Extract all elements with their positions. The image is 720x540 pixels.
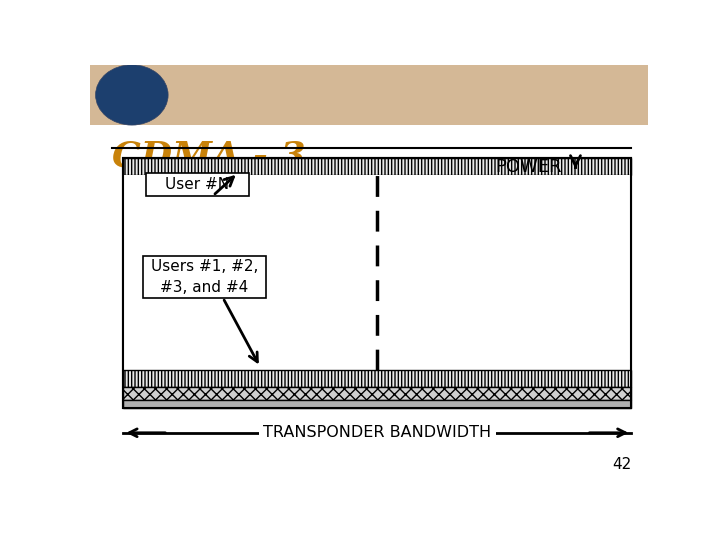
- Bar: [124, 370, 631, 387]
- Bar: [145, 173, 249, 196]
- Bar: [124, 158, 631, 408]
- Bar: [124, 175, 631, 370]
- Bar: [124, 400, 631, 408]
- Bar: [124, 158, 631, 175]
- Bar: [143, 256, 266, 298]
- Ellipse shape: [96, 65, 168, 125]
- Text: POWER: POWER: [495, 158, 562, 176]
- Text: TRANSPONDER BANDWIDTH: TRANSPONDER BANDWIDTH: [264, 426, 492, 440]
- Bar: [124, 387, 631, 400]
- Text: CDMA - 3: CDMA - 3: [112, 140, 306, 174]
- Bar: [90, 65, 648, 125]
- Text: User #N: User #N: [166, 177, 230, 192]
- Text: 42: 42: [612, 457, 631, 472]
- Text: Users #1, #2,
#3, and #4: Users #1, #2, #3, and #4: [150, 259, 258, 295]
- Bar: [124, 158, 631, 408]
